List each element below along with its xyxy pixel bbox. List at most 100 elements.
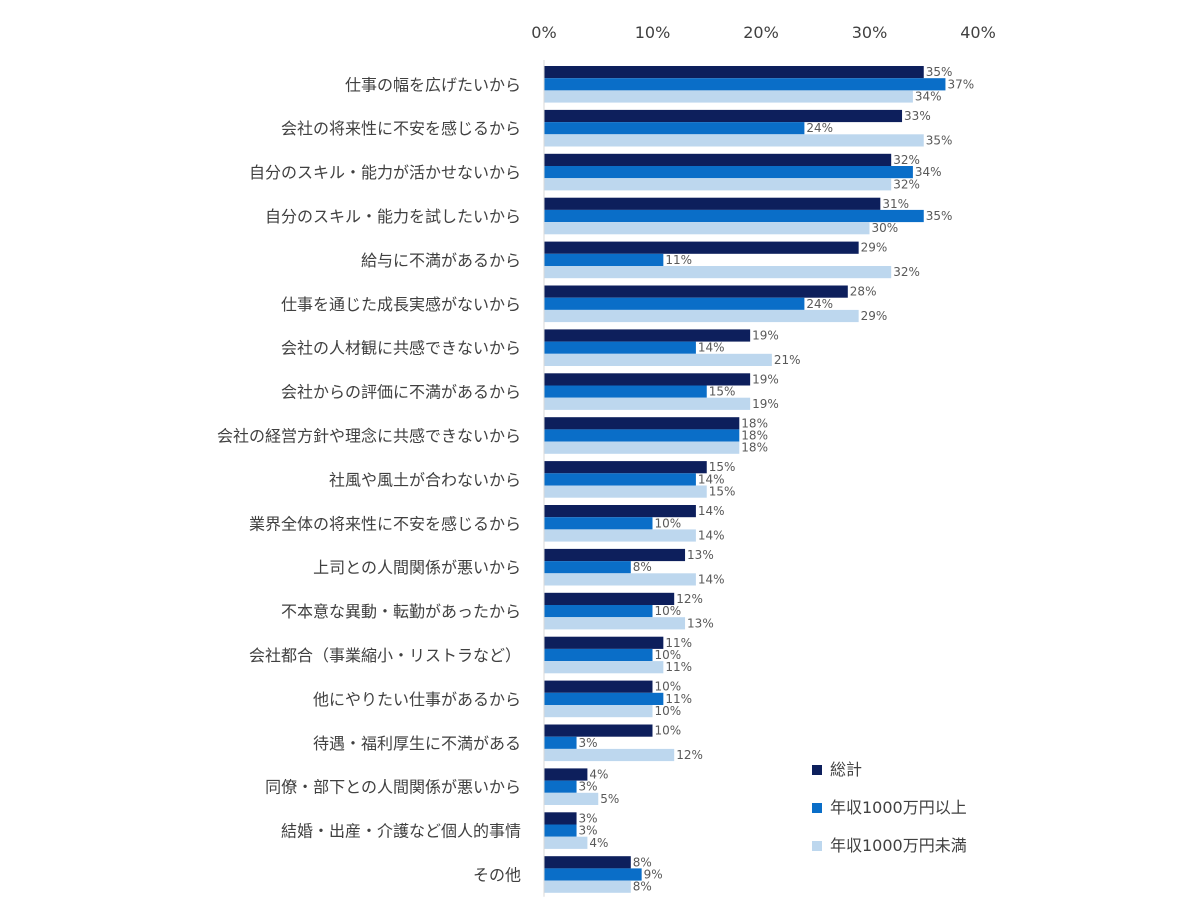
bar [544,153,892,166]
data-label: 29% [861,309,888,323]
data-label: 8% [633,855,652,869]
bar [544,824,577,837]
legend-swatch [812,803,822,813]
bar [544,473,696,486]
data-label: 13% [687,548,714,562]
data-label: 35% [926,65,953,79]
data-label: 12% [676,592,703,606]
category-label: 仕事を通じた成長実感がないから [281,295,521,314]
bar [544,768,588,781]
bar [544,441,740,454]
data-label: 24% [806,121,833,135]
bar [544,573,696,586]
bar [544,417,740,430]
data-label: 32% [893,177,920,191]
bar [544,792,599,805]
bar [544,661,664,674]
data-label: 29% [861,241,888,255]
data-label: 31% [882,197,909,211]
bar [544,461,707,474]
data-label: 11% [665,692,692,706]
data-label: 10% [655,724,682,738]
data-label: 35% [926,209,953,223]
legend-label: 年収1000万円以上 [830,798,967,817]
bar [544,134,924,147]
bar [544,856,631,869]
data-label: 11% [665,636,692,650]
legend-label: 総計 [830,760,862,779]
legend-swatch [812,841,822,851]
category-label: 会社の人材観に共感できないから [281,339,521,358]
bar [544,780,577,793]
category-label: 上司との人間関係が悪いから [313,558,521,577]
bar [544,812,577,825]
bar [544,429,740,442]
data-label: 11% [665,253,692,267]
data-label: 15% [709,460,736,474]
data-label: 10% [655,604,682,618]
data-label: 10% [655,704,682,718]
data-label: 14% [698,529,725,543]
data-label: 14% [698,341,725,355]
bar [544,197,881,210]
bar [544,66,924,79]
data-label: 21% [774,353,801,367]
x-tick-label: 0% [531,23,556,42]
category-label: 他にやりたい仕事があるから [313,690,521,709]
x-tick-label: 40% [960,23,996,42]
bar [544,868,642,881]
data-label: 30% [872,221,899,235]
category-label: 自分のスキル・能力が活かせないから [249,163,521,182]
data-label: 10% [655,680,682,694]
bar [544,90,913,103]
bar [544,592,675,605]
data-label: 12% [676,748,703,762]
category-label: 不本意な異動・転勤があったから [281,602,521,621]
bar [544,880,631,893]
bar [544,485,707,498]
bar [544,724,653,737]
x-tick-label: 20% [743,23,779,42]
data-label: 35% [926,133,953,147]
category-label: 会社からの評価に不満があるから [281,383,521,402]
bar [544,836,588,849]
data-label: 15% [709,385,736,399]
data-label: 3% [579,811,598,825]
category-label: 自分のスキル・能力を試したいから [265,207,521,226]
category-label: その他 [473,866,521,885]
category-label: 社風や風土が合わないから [329,470,521,489]
data-label: 19% [752,372,779,386]
bar [544,178,892,191]
data-label: 24% [806,297,833,311]
data-label: 14% [698,572,725,586]
data-label: 13% [687,616,714,630]
data-label: 32% [893,265,920,279]
legend-swatch [812,765,822,775]
data-label: 8% [633,560,652,574]
bar [544,266,892,279]
data-label: 34% [915,90,942,104]
bar [544,373,751,386]
data-label: 11% [665,660,692,674]
x-tick-label: 10% [635,23,671,42]
data-label: 32% [893,153,920,167]
category-label: 業界全体の将来性に不安を感じるから [249,514,521,533]
bar [544,297,805,310]
data-label: 19% [752,329,779,343]
bar [544,605,653,618]
data-label: 18% [741,441,768,455]
bar [544,397,751,410]
legend-label: 年収1000万円未満 [830,836,967,855]
bar [544,548,686,562]
data-label: 34% [915,165,942,179]
data-label: 28% [850,285,877,299]
data-label: 37% [947,77,974,91]
x-axis-ticks: 0% 10% 20% 30% 40% [531,23,995,42]
bar [544,78,946,91]
bar [544,329,751,342]
bar [544,109,903,123]
bars-layer: 35%33%32%31%29%28%19%19%18%15%14%13%12%1… [544,65,974,894]
